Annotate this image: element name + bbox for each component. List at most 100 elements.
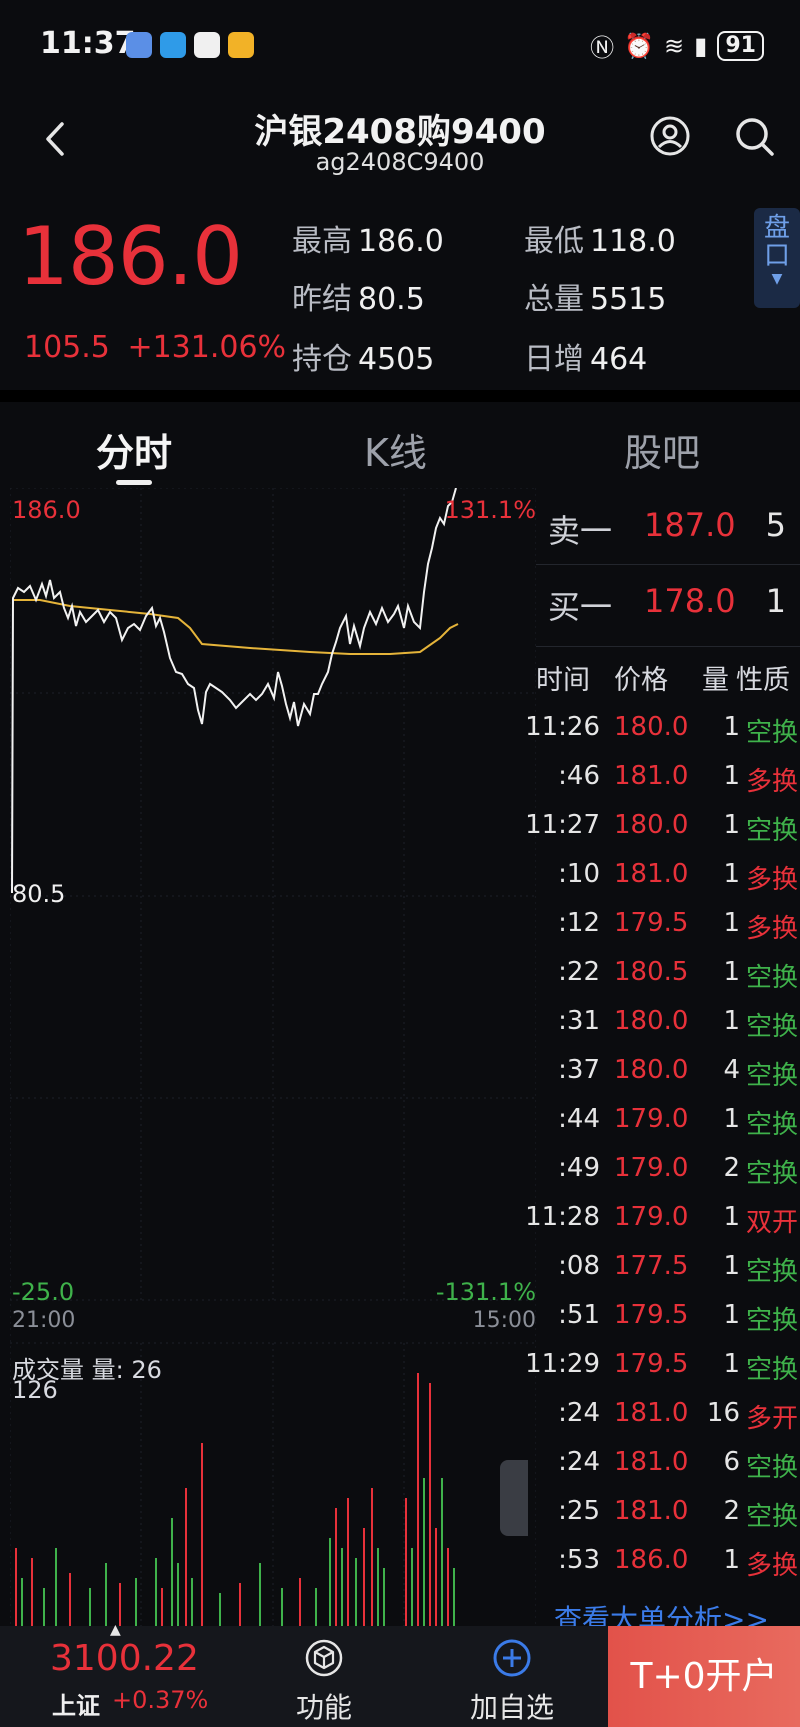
- x-axis-end: 15:00: [472, 1308, 536, 1333]
- trade-time: :25: [558, 1496, 600, 1526]
- trade-time: :12: [558, 908, 600, 938]
- user-profile-icon[interactable]: [648, 114, 692, 158]
- status-time: 11:37: [40, 26, 136, 61]
- price-change-percent: +131.06%: [127, 330, 287, 365]
- stat-daily-increase: 日增 464: [524, 342, 648, 377]
- pankou-button[interactable]: 盘口 ▼: [754, 208, 800, 308]
- trade-price: 179.0: [614, 1153, 689, 1183]
- trade-time: 11:28: [525, 1202, 600, 1232]
- trade-time: :10: [558, 859, 600, 889]
- trade-time: 11:29: [525, 1349, 600, 1379]
- trade-row: :25 181.0 2 空换: [536, 1490, 800, 1539]
- contract-code: ag2408C9400: [315, 148, 485, 176]
- trade-nature: 空换: [745, 1502, 798, 1532]
- trade-row: :46 181.0 1 多换: [536, 755, 800, 804]
- x-axis-start: 21:00: [12, 1308, 76, 1333]
- trade-price: 180.0: [614, 1006, 689, 1036]
- trade-nature: 双开: [745, 1208, 798, 1238]
- trade-price: 180.0: [614, 1055, 689, 1085]
- trade-nature: 空换: [745, 1306, 798, 1336]
- add-watchlist-button[interactable]: 加自选: [422, 1626, 602, 1727]
- app-notification-icon-1: [126, 32, 152, 58]
- trade-row: :44 179.0 1 空换: [536, 1098, 800, 1147]
- trade-row: :24 181.0 16 多开: [536, 1392, 800, 1441]
- trade-nature: 空换: [745, 1453, 798, 1483]
- open-account-button[interactable]: T+0开户: [608, 1626, 800, 1727]
- trade-nature: 空换: [745, 1061, 798, 1091]
- trade-price: 179.5: [614, 1300, 689, 1330]
- active-tab-indicator: [116, 480, 152, 485]
- trade-row: :12 179.5 1 多换: [536, 902, 800, 951]
- trade-price: 181.0: [614, 761, 689, 791]
- chart-canvas: [10, 488, 536, 1628]
- status-bar: 11:37 Ⓝ ⏰ ≋ ▮ 91: [0, 0, 800, 92]
- trade-price: 179.5: [614, 1349, 689, 1379]
- trade-time: :51: [558, 1300, 600, 1330]
- trade-qty: 6: [723, 1447, 740, 1477]
- trade-qty: 1: [723, 1202, 740, 1232]
- trade-qty: 1: [723, 810, 740, 840]
- bottom-bar: ▲ 3100.22 上证 +0.37% 功能 加自选 T+0开户: [0, 1622, 800, 1727]
- tab-kline[interactable]: K线: [364, 431, 427, 475]
- stat-prev-settle: 昨结 80.5: [292, 282, 425, 317]
- shop-notification-icon: [228, 32, 254, 58]
- trade-price: 186.0: [614, 1545, 689, 1575]
- trade-qty: 2: [723, 1496, 740, 1526]
- trade-price: 181.0: [614, 1496, 689, 1526]
- trade-price: 180.0: [614, 810, 689, 840]
- trade-nature: 多换: [745, 1551, 798, 1581]
- index-ticker[interactable]: ▲ 3100.22 上证 +0.37%: [0, 1622, 230, 1727]
- ask-level-1: 卖一 187.0 5: [548, 506, 786, 550]
- trade-row: 11:29 179.5 1 空换: [525, 1343, 800, 1392]
- trade-qty: 4: [723, 1055, 740, 1085]
- price-change-value: 105.5: [24, 330, 110, 365]
- trade-nature: 多换: [745, 767, 798, 797]
- trade-nature: 多换: [745, 865, 798, 895]
- trade-qty: 2: [723, 1153, 740, 1183]
- back-icon[interactable]: [36, 114, 76, 164]
- trade-price: 179.5: [614, 908, 689, 938]
- video-notification-icon: [194, 32, 220, 58]
- y-axis-mid-left: 80.5: [12, 880, 66, 908]
- trades-header: 时间 价格 量 性质: [536, 665, 790, 696]
- trade-qty: 1: [723, 1545, 740, 1575]
- trade-time: :31: [558, 1006, 600, 1036]
- trade-price: 181.0: [614, 1447, 689, 1477]
- cube-icon: [305, 1639, 343, 1677]
- y-axis-top-left: 186.0: [12, 496, 81, 524]
- function-button[interactable]: 功能: [234, 1626, 414, 1727]
- price-line: [11, 488, 457, 894]
- trade-time: 11:26: [525, 712, 600, 742]
- bid-level-1: 买一 178.0 1: [548, 582, 786, 626]
- trade-row: :22 180.5 1 空换: [536, 951, 800, 1000]
- trade-nature: 空换: [745, 963, 798, 993]
- search-icon[interactable]: [732, 114, 776, 158]
- chart-side-handle[interactable]: [500, 1460, 528, 1536]
- quote-panel: 186.0 105.5 +131.06% 最高 186.0 最低 118.0 昨结 8…: [0, 200, 800, 385]
- signal-icon: ▮: [694, 31, 708, 60]
- trade-qty: 1: [723, 859, 740, 889]
- chevron-down-icon: ▼: [771, 271, 783, 287]
- average-price-line: [14, 599, 459, 655]
- trade-time: :24: [558, 1447, 600, 1477]
- trade-nature: 多开: [745, 1404, 798, 1434]
- tab-forum[interactable]: 股吧: [624, 431, 701, 475]
- trade-nature: 空换: [745, 1159, 798, 1189]
- stat-high: 最高 186.0: [292, 224, 444, 259]
- volume-max: 126: [12, 1376, 58, 1404]
- caret-up-icon: ▲: [110, 1622, 121, 1638]
- stat-total-volume: 总量 5515: [524, 282, 667, 317]
- trade-nature: 空换: [745, 1110, 798, 1140]
- pankou-label: 盘口: [764, 213, 791, 271]
- trade-row: :24 181.0 6 空换: [536, 1441, 800, 1490]
- volume-bars: [15, 1373, 455, 1628]
- page-title: 沪银2408购9400: [254, 112, 546, 152]
- trade-price: 180.0: [614, 712, 689, 742]
- intraday-chart[interactable]: 186.0 131.1% 80.5 -25.0 -131.1% 21:00 15…: [10, 488, 536, 1628]
- tab-intraday[interactable]: 分时: [96, 431, 173, 475]
- trade-price: 181.0: [614, 1398, 689, 1428]
- trade-nature: 空换: [745, 1355, 798, 1385]
- trade-qty: 16: [706, 1398, 740, 1428]
- battery-level: 91: [717, 30, 764, 61]
- trade-time: :08: [558, 1251, 600, 1281]
